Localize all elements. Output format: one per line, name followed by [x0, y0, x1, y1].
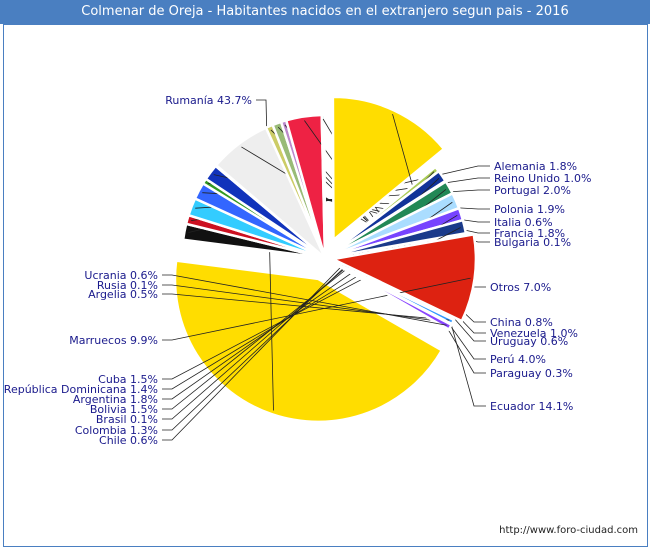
label-alemania: Alemania 1.8% — [494, 160, 577, 173]
chart-title: Colmenar de Oreja - Habitantes nacidos e… — [0, 0, 650, 24]
label-italia: Italia 0.6% — [494, 216, 553, 229]
leader-line-ucrania — [162, 274, 447, 326]
label-chile: Chile 0.6% — [99, 434, 158, 447]
plot-area — [3, 24, 648, 547]
label-bolivia: Bolivia 1.5% — [90, 403, 158, 416]
label-rusia: Rusia 0.1% — [97, 279, 158, 292]
source-credit: http://www.foro-ciudad.com — [499, 525, 638, 536]
slice-cuba — [324, 218, 468, 260]
label-republica-dominicana: República Dominicana 1.4% — [4, 383, 158, 396]
label-marruecos: Marruecos 9.9% — [69, 334, 158, 347]
leader-line-rusia — [162, 284, 449, 323]
label-argelia: Argelia 0.5% — [88, 288, 158, 301]
leader-line-marruecos — [162, 277, 471, 341]
label-peru: Perú 4.0% — [490, 353, 546, 366]
label-bulgaria: Bulgaria 0.1% — [494, 236, 571, 249]
label-rumania: Rumanía 43.7% — [165, 94, 252, 107]
label-francia: Francia 1.8% — [494, 227, 565, 240]
leader-line-argelia — [162, 293, 450, 321]
slice-ecuador — [331, 95, 446, 243]
label-ucrania: Ucrania 0.6% — [84, 269, 158, 282]
slice-ucrania — [324, 256, 454, 332]
slice-marruecos — [328, 232, 478, 323]
leader-line-rumania — [256, 99, 274, 411]
label-venezuela: Venezuela 1.0% — [490, 327, 578, 340]
label-paraguay: Paraguay 0.3% — [490, 367, 573, 380]
label-uruguay: Uruguay 0.6% — [490, 335, 568, 348]
slice-paraguay — [320, 113, 327, 259]
label-china: China 0.8% — [490, 316, 553, 329]
label-otros: Otros 7.0% — [490, 281, 551, 294]
label-cuba: Cuba 1.5% — [98, 373, 158, 386]
label-polonia: Polonia 1.9% — [494, 203, 565, 216]
label-reino-unido: Reino Unido 1.0% — [494, 172, 591, 185]
label-brasil: Brasil 0.1% — [96, 413, 158, 426]
label-ecuador: Ecuador 14.1% — [490, 400, 573, 413]
label-argentina: Argentina 1.8% — [73, 393, 158, 406]
label-colombia: Colombia 1.3% — [75, 424, 158, 437]
label-portugal: Portugal 2.0% — [494, 184, 571, 197]
